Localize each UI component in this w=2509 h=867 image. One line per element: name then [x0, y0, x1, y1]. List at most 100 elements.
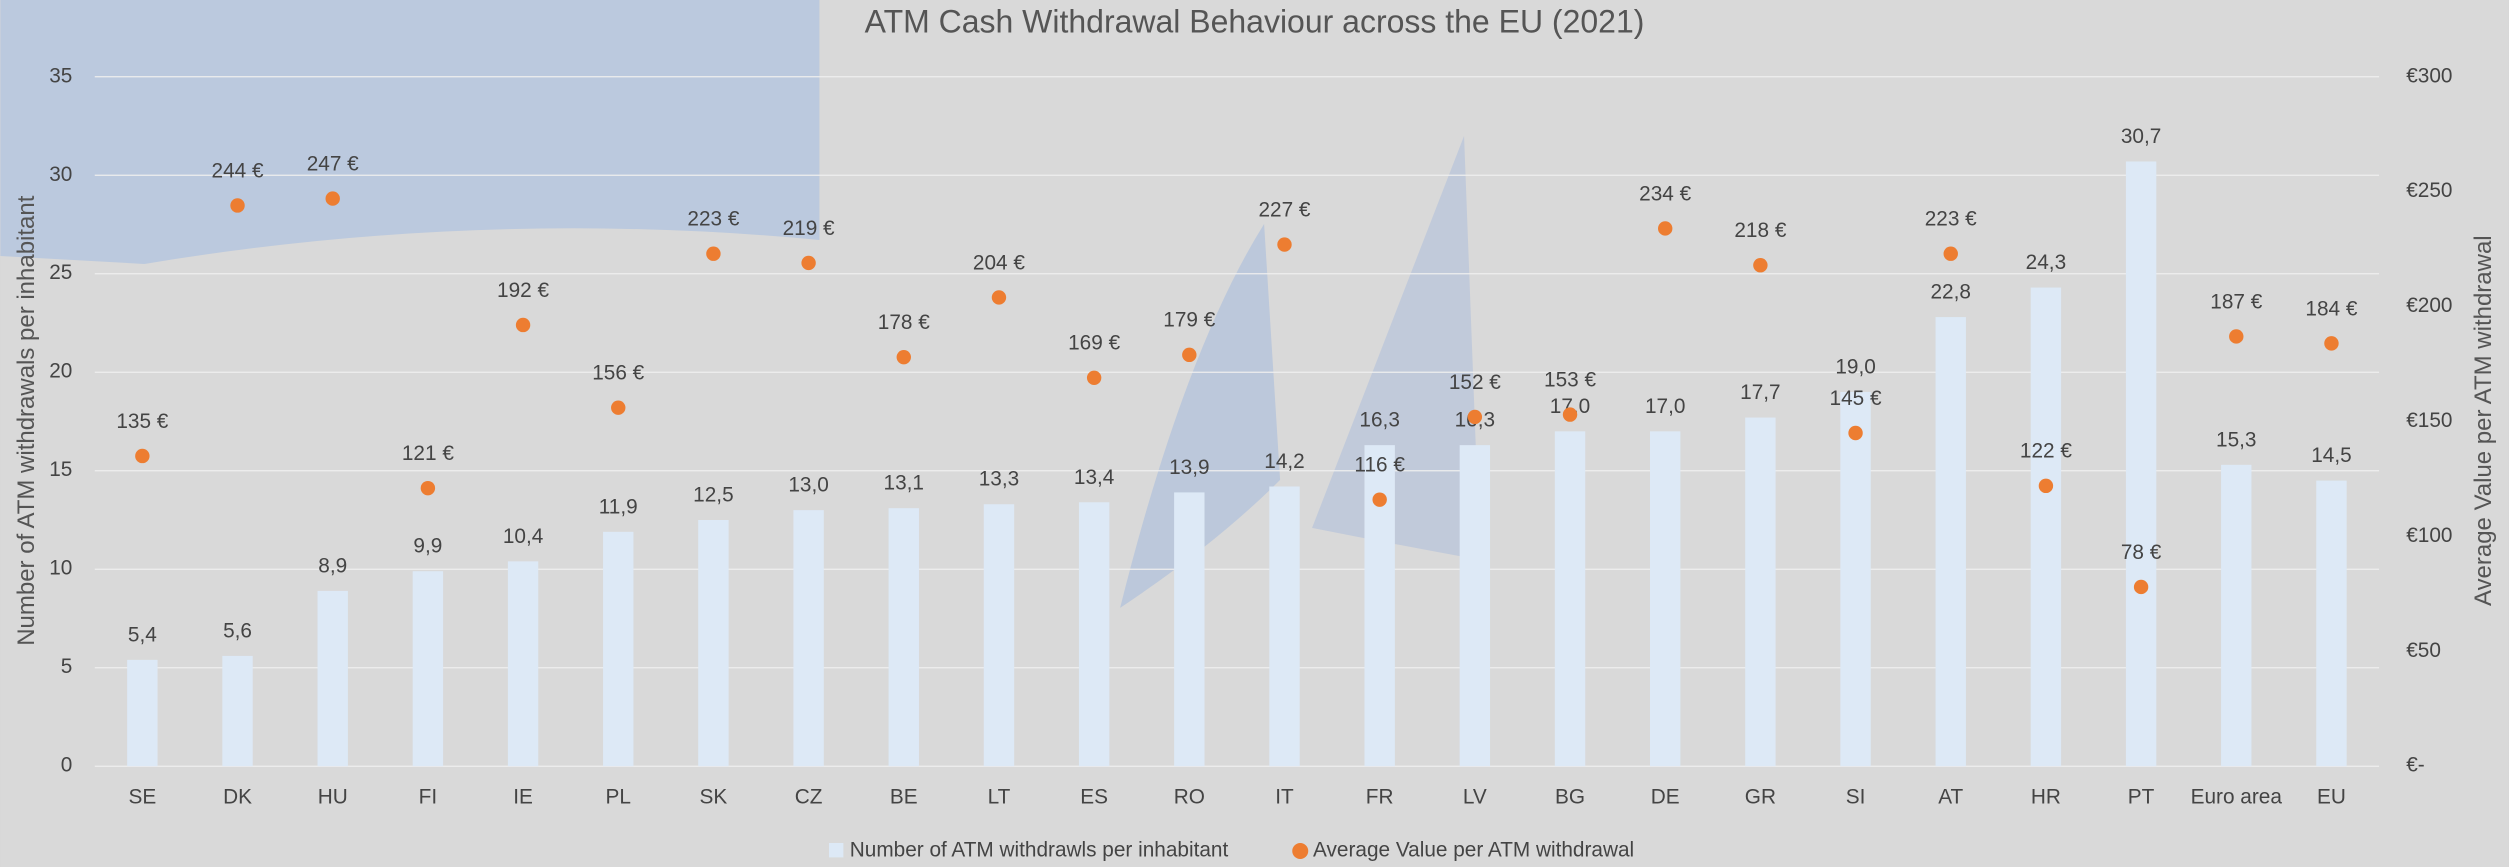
data-label: 156 €: [592, 362, 644, 385]
dot: [135, 448, 150, 464]
x-tick-label: HR: [2031, 786, 2061, 809]
bar: [793, 510, 824, 767]
x-tick-label: LT: [988, 786, 1011, 809]
bar: [317, 590, 348, 767]
bar: [507, 561, 539, 767]
y-tick-label: 35: [49, 64, 72, 87]
x-tick-label: SE: [128, 786, 156, 809]
data-label: 219 €: [783, 217, 835, 240]
x-tick-label: BE: [890, 786, 918, 809]
x-tick-label: SK: [700, 786, 728, 809]
data-label: 78 €: [2121, 541, 2162, 564]
y2-tick-label: €300: [2406, 64, 2452, 87]
dot: [515, 317, 531, 333]
dot: [420, 480, 436, 496]
data-label: 13,3: [979, 468, 1019, 491]
dot: [896, 349, 911, 365]
bar: [1935, 317, 1966, 767]
x-tick-label: IE: [513, 786, 533, 809]
bar: [2316, 480, 2347, 767]
bar: [1554, 431, 1586, 767]
dot: [611, 400, 626, 415]
bar: [2125, 161, 2157, 767]
bar: [412, 571, 444, 767]
data-label: 30,7: [2121, 125, 2161, 148]
dot: [2324, 336, 2339, 351]
x-tick-label: DK: [223, 786, 252, 809]
data-label: 5,6: [223, 619, 252, 642]
x-tick-label: BG: [1555, 786, 1585, 809]
data-label: 5,4: [128, 623, 157, 646]
x-tick-label: FR: [1366, 786, 1394, 809]
data-label: 223 €: [687, 208, 739, 231]
data-label: 145 €: [1830, 387, 1882, 410]
data-label: 169 €: [1068, 332, 1120, 355]
dot: [1658, 221, 1673, 236]
y2-tick-label: €-: [2406, 754, 2424, 777]
flag-decoration: [1120, 223, 1281, 608]
x-tick-label: PT: [2128, 786, 2155, 809]
dot: [801, 255, 816, 271]
data-label: 10,4: [503, 525, 543, 548]
x-tick-label: FI: [419, 786, 437, 809]
data-label: 17,0: [1550, 395, 1590, 418]
y2-tick-label: €200: [2406, 294, 2452, 317]
data-label: 178 €: [878, 311, 930, 334]
data-label: 14,5: [2311, 444, 2351, 467]
bar: [1078, 502, 1110, 767]
data-label: 247 €: [307, 152, 359, 175]
flag-decoration: [0, 0, 820, 264]
data-label: 13,0: [788, 474, 828, 497]
bar: [222, 655, 253, 767]
data-label: 13,9: [1169, 456, 1209, 479]
y2-tick-label: €150: [2406, 409, 2452, 432]
dot: [1562, 407, 1578, 422]
data-label: 244 €: [212, 159, 264, 182]
data-label: 17,0: [1645, 395, 1685, 418]
bar: [2221, 464, 2252, 767]
x-tick-label: HU: [318, 786, 348, 809]
data-label: 116 €: [1354, 454, 1405, 477]
data-label: 187 €: [2210, 290, 2262, 313]
y-tick-label: 15: [49, 458, 72, 481]
data-label: 179 €: [1163, 309, 1215, 332]
y2-tick-label: €100: [2406, 524, 2452, 547]
data-label: 218 €: [1734, 219, 1786, 242]
dot: [230, 198, 245, 213]
x-tick-label: AT: [1938, 786, 1963, 809]
dot: [1943, 246, 1958, 261]
legend-swatch: [1292, 843, 1309, 860]
x-tick-label: DE: [1651, 786, 1680, 809]
data-label: 121 €: [402, 442, 454, 465]
x-tick-label: Euro area: [2191, 786, 2283, 809]
data-label: 11,9: [599, 495, 638, 518]
y2-tick-label: €50: [2406, 639, 2441, 662]
data-label: 152 €: [1449, 371, 1501, 394]
x-tick-label: SI: [1846, 786, 1866, 809]
data-label: 184 €: [2305, 297, 2357, 320]
bar: [888, 508, 919, 767]
data-label: 17,7: [1740, 381, 1780, 404]
legend-label: Number of ATM withdrawls per inhabitant: [850, 838, 1229, 861]
x-tick-label: GR: [1745, 786, 1776, 809]
bar: [1174, 492, 1205, 767]
data-label: 24,3: [2026, 251, 2066, 274]
data-label: 135 €: [116, 410, 168, 433]
dot: [1277, 237, 1292, 252]
bar: [1745, 417, 1776, 767]
x-tick-label: EU: [2317, 786, 2346, 809]
data-label: 22,8: [1931, 281, 1971, 304]
y-tick-label: 30: [49, 163, 72, 186]
dot: [991, 290, 1007, 305]
data-label: 204 €: [973, 251, 1025, 274]
bar: [983, 504, 1015, 767]
x-tick-label: IT: [1275, 786, 1294, 809]
dot: [325, 191, 340, 206]
data-label: 234 €: [1639, 182, 1691, 205]
data-label: 9,9: [413, 535, 442, 558]
data-label: 153 €: [1544, 369, 1596, 392]
legend-label: Average Value per ATM withdrawal: [1313, 838, 1634, 861]
data-label: 15,3: [2216, 428, 2256, 451]
bar: [698, 519, 729, 767]
